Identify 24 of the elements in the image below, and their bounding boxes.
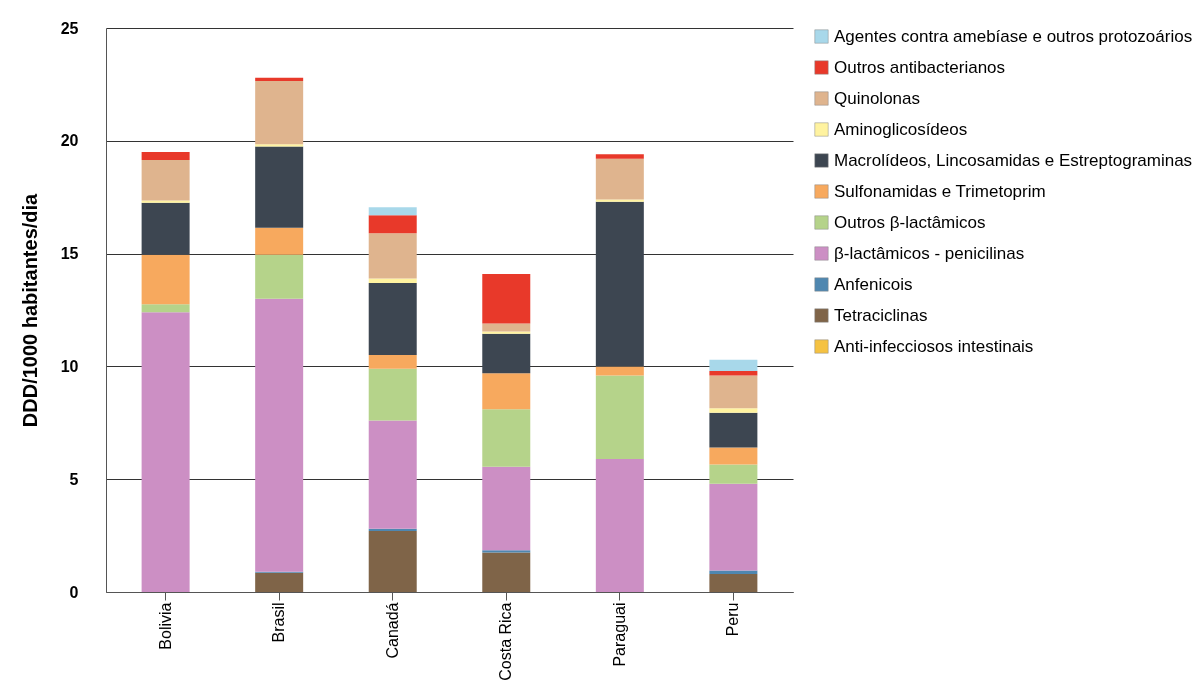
legend-label: Macrolídeos, Lincosamidas e Estreptograminas xyxy=(834,150,1193,170)
legend-label: Agentes contra amebíase e outros protozoários xyxy=(834,26,1193,46)
x-tick-label: Costa Rica xyxy=(497,602,515,681)
legend-label: Aminoglicosídeos xyxy=(834,119,968,139)
legend-label: Anfenicois xyxy=(834,274,913,294)
legend-label: Quinolonas xyxy=(834,88,921,108)
x-tick-label: Canadá xyxy=(383,602,401,659)
y-tick-label: 5 xyxy=(69,470,79,488)
y-tick-label: 20 xyxy=(60,132,79,150)
x-tick-label: Bolivia xyxy=(156,602,174,650)
x-tick-label: Brasil xyxy=(270,602,288,643)
legend-label: Anti-infecciosos intestinais xyxy=(834,336,1034,356)
x-tick-label: Peru xyxy=(724,602,742,637)
legend-label: β-lactâmicos - penicilinas xyxy=(834,243,1025,263)
y-axis-title: DDD/1000 habitantes/dia xyxy=(18,192,41,428)
legend-label: Outros antibacterianos xyxy=(834,57,1006,77)
x-tick-label: Paraguai xyxy=(610,602,628,667)
y-tick-label: 25 xyxy=(60,19,79,37)
y-tick-label: 0 xyxy=(69,583,79,601)
legend-label: Outros β-lactâmicos xyxy=(834,212,986,232)
legend-label: Tetraciclinas xyxy=(834,305,928,325)
legend-label: Sulfonamidas e Trimetoprim xyxy=(834,181,1046,201)
y-tick-label: 15 xyxy=(60,245,79,263)
y-tick-label: 10 xyxy=(60,357,79,375)
